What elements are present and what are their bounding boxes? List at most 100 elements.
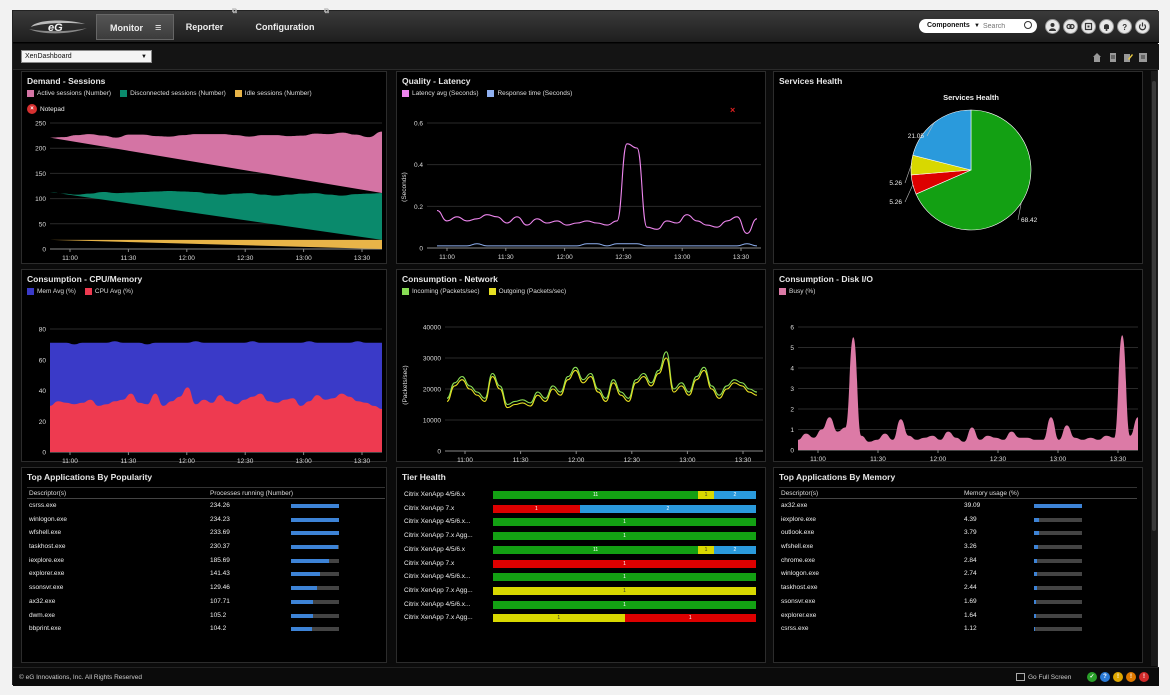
tier-row[interactable]: Citrix XenApp 7.x 1 xyxy=(402,557,762,571)
legend-item[interactable]: Active sessions (Number) xyxy=(27,90,111,97)
tier-status-segment[interactable]: 1 xyxy=(493,586,756,595)
table-row[interactable]: ax32.exe 107.71 xyxy=(27,595,385,609)
tier-status-segment[interactable]: 1 xyxy=(493,573,756,582)
search-icon[interactable] xyxy=(1024,21,1032,29)
table-row[interactable]: wfshell.exe 233.69 xyxy=(27,526,385,540)
tab-configuration[interactable]: Configuration ⧉ xyxy=(245,8,330,40)
tier-row[interactable]: Citrix XenApp 4/5/6.x... 1 xyxy=(402,570,762,584)
panel-title: Tier Health xyxy=(402,472,446,482)
table-row[interactable]: iexplore.exe 185.69 xyxy=(27,554,385,568)
bell-icon[interactable] xyxy=(1099,19,1114,34)
tier-row[interactable]: Citrix XenApp 7.x Agg... 1 xyxy=(402,529,762,543)
table-row[interactable]: taskhost.exe 230.37 xyxy=(27,540,385,554)
table-row[interactable]: winlogon.exe 2.74 xyxy=(779,567,1137,581)
tier-row[interactable]: Citrix XenApp 4/5/6.x 11 1 2 xyxy=(402,543,762,557)
power-icon[interactable] xyxy=(1135,19,1150,34)
tier-status-segment[interactable]: 1 xyxy=(493,559,756,568)
search-scope-select[interactable]: Components xyxy=(927,22,970,29)
tier-status-segment[interactable]: 1 xyxy=(493,614,625,623)
tier-row[interactable]: Citrix XenApp 4/5/6.x... 1 xyxy=(402,515,762,529)
close-icon[interactable]: × xyxy=(730,105,736,115)
dashboard-select[interactable]: XenDashboard ▼ xyxy=(21,50,152,63)
legend-item[interactable]: Response time (Seconds) xyxy=(487,90,572,97)
legend-item[interactable]: Disconnected sessions (Number) xyxy=(120,90,226,97)
status-warning-icon[interactable]: ! xyxy=(1113,672,1123,682)
search-input[interactable] xyxy=(983,20,1025,32)
tier-status-segment[interactable]: 2 xyxy=(713,491,756,499)
value-bar-fill xyxy=(291,572,320,577)
table-row[interactable]: winlogon.exe 234.23 xyxy=(27,513,385,527)
tier-status-segment[interactable]: 1 xyxy=(698,545,714,554)
table-row[interactable]: iexplore.exe 4.39 xyxy=(779,513,1137,527)
tier-row[interactable]: Citrix XenApp 7.x 1 2 xyxy=(402,502,762,516)
legend-item[interactable]: Incoming (Packets/sec) xyxy=(402,288,480,295)
table-row[interactable]: explorer.exe 141.43 xyxy=(27,567,385,581)
tier-status-segment[interactable]: 1 xyxy=(493,518,756,527)
export-icon[interactable] xyxy=(1138,52,1148,63)
table-row[interactable]: wfshell.exe 3.26 xyxy=(779,540,1137,554)
table-row[interactable]: ssonsvr.exe 1.69 xyxy=(779,595,1137,609)
table-row[interactable]: chrome.exe 2.84 xyxy=(779,554,1137,568)
descriptor-cell: chrome.exe xyxy=(781,556,815,564)
column-header[interactable]: Descriptor(s) xyxy=(781,490,819,497)
chart-legend: Incoming (Packets/sec) Outgoing (Packets… xyxy=(402,288,575,295)
tier-status-segment[interactable]: 2 xyxy=(579,504,756,513)
table-row[interactable]: outlook.exe 3.79 xyxy=(779,526,1137,540)
table-row[interactable]: ssonsvr.exe 129.46 xyxy=(27,581,385,595)
tier-status-segment[interactable]: 1 xyxy=(493,532,756,541)
help-icon[interactable]: ? xyxy=(1117,19,1132,34)
legend-item[interactable]: Idle sessions (Number) xyxy=(234,90,312,97)
user-icon[interactable] xyxy=(1045,19,1060,34)
legend-item[interactable]: Latency avg (Seconds) xyxy=(402,90,478,97)
value-bar xyxy=(291,599,339,604)
table-row[interactable]: bbprint.exe 104.2 xyxy=(27,622,385,636)
column-header[interactable]: Processes running (Number) xyxy=(210,490,294,497)
notepad-label: Notepad xyxy=(40,105,65,113)
table-row[interactable]: explorer.exe 1.64 xyxy=(779,609,1137,623)
legend-item[interactable]: Outgoing (Packets/sec) xyxy=(488,288,566,295)
tier-status-segment[interactable]: 1 xyxy=(493,600,756,609)
tab-reporter[interactable]: Reporter ⧉ xyxy=(176,8,237,40)
page-scrollbar[interactable] xyxy=(1151,71,1157,666)
fullscreen-icon[interactable] xyxy=(1016,673,1025,681)
tier-status-segment[interactable]: 11 xyxy=(493,545,699,554)
edit-icon[interactable] xyxy=(1123,52,1133,63)
column-header[interactable]: Memory usage (%) xyxy=(964,490,1019,497)
tier-row[interactable]: Citrix XenApp 7.x Agg... 1 1 xyxy=(402,611,762,625)
legend-item[interactable]: CPU Avg (%) xyxy=(84,288,133,295)
status-alert-icon[interactable]: ! xyxy=(1126,672,1136,682)
legend-item[interactable]: Mem Avg (%) xyxy=(27,288,76,295)
table-row[interactable]: csrss.exe 1.12 xyxy=(779,622,1137,636)
tier-row[interactable]: Citrix XenApp 7.x Agg... 1 xyxy=(402,584,762,598)
table-row[interactable]: ax32.exe 39.09 xyxy=(779,499,1137,513)
chevron-down-icon[interactable]: ▼ xyxy=(974,23,980,29)
scrollbar-thumb[interactable] xyxy=(1152,81,1156,531)
table-row[interactable]: taskhost.exe 2.44 xyxy=(779,581,1137,595)
column-header[interactable]: Descriptor(s) xyxy=(29,490,67,497)
tier-status-segment[interactable]: 1 xyxy=(698,491,714,499)
panel-top-apps-memory: Top Applications By Memory Descriptor(s)… xyxy=(773,467,1143,663)
tier-status-segment[interactable]: 2 xyxy=(713,545,756,554)
tier-status-segment[interactable]: 11 xyxy=(493,491,699,499)
close-icon[interactable]: × xyxy=(27,104,37,114)
status-ok-icon[interactable]: ✓ xyxy=(1087,672,1097,682)
document-icon[interactable] xyxy=(1108,52,1118,63)
home-icon[interactable] xyxy=(1092,52,1102,63)
tier-status-segment[interactable]: 1 xyxy=(493,504,580,513)
link-icon[interactable] xyxy=(1063,19,1078,34)
tier-row[interactable]: Citrix XenApp 4/5/6.x... 1 xyxy=(402,598,762,612)
tab-monitor[interactable]: Monitor ≡ xyxy=(96,14,174,40)
table-row[interactable]: csrss.exe 234.26 xyxy=(27,499,385,513)
alarm-icon[interactable] xyxy=(1081,19,1096,34)
status-info-icon[interactable]: ? xyxy=(1100,672,1110,682)
table-row[interactable]: dwm.exe 105.2 xyxy=(27,609,385,623)
tier-status-segment[interactable]: 1 xyxy=(624,614,756,623)
fullscreen-button[interactable]: Go Full Screen xyxy=(1028,674,1072,681)
tier-row[interactable]: Citrix XenApp 4/5/6.x 11 1 2 xyxy=(402,488,762,502)
value-bar-fill xyxy=(1034,572,1038,577)
notepad-toggle[interactable]: × Notepad xyxy=(27,104,65,114)
x-tick-label: 12:00 xyxy=(568,457,585,463)
eg-logo[interactable]: eG xyxy=(27,18,89,36)
status-critical-icon[interactable]: ! xyxy=(1139,672,1149,682)
legend-item[interactable]: Busy (%) xyxy=(779,288,815,295)
